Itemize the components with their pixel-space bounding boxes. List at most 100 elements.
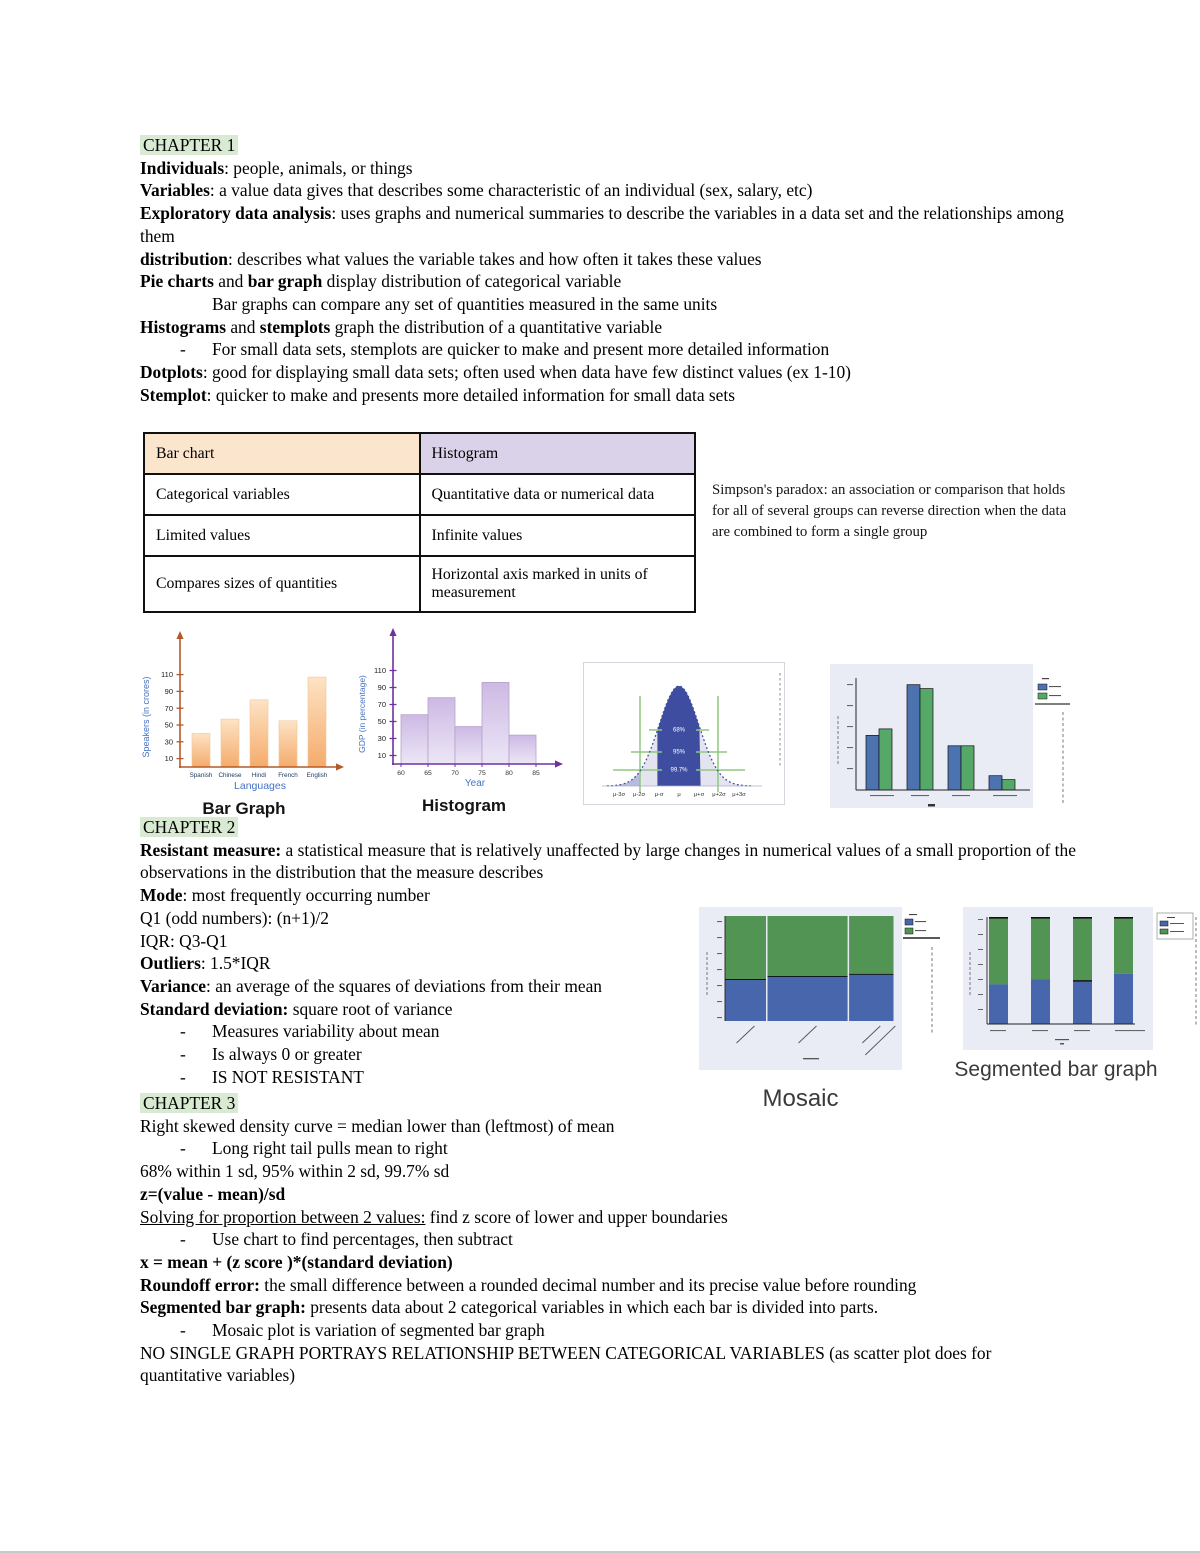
chart-canvas <box>699 907 940 1070</box>
note-text: find z score of lower and upper boundari… <box>425 1206 728 1227</box>
svg-text:90: 90 <box>165 687 173 696</box>
note-text: : describes what values the variable tak… <box>227 248 762 269</box>
note-text: Mosaic plot is variation of segmented ba… <box>212 1320 545 1341</box>
note-line: IS NOT RESISTANT <box>140 1066 1076 1089</box>
svg-text:30: 30 <box>165 737 173 746</box>
simpsons-paradox-note: Simpson's paradox: an association or com… <box>712 482 1067 540</box>
svg-text:μ-2σ: μ-2σ <box>633 792 645 798</box>
table-row: Compares sizes of quantities Horizontal … <box>143 555 696 613</box>
svg-text:60: 60 <box>397 770 405 777</box>
chapter-1-heading: CHAPTER 1 <box>140 135 239 155</box>
svg-text:99.7%: 99.7% <box>670 768 688 774</box>
note-text: IS NOT RESISTANT <box>212 1066 364 1087</box>
svg-text:Spanish: Spanish <box>190 772 213 779</box>
svg-text:Hindi: Hindi <box>252 772 266 779</box>
note-line: Q1 (odd numbers): (n+1)/2 <box>140 907 1076 930</box>
note-line: Exploratory data analysis: uses graphs a… <box>140 202 1076 247</box>
note-text: Mode <box>140 885 183 906</box>
table-cell: Compares sizes of quantities <box>143 555 421 613</box>
note-text: Segmented bar graph: <box>140 1297 306 1318</box>
bar-graph-plot: 10 30 50 70 90 110 Spanish Chinese Hindi French En… <box>138 627 350 798</box>
note-text: Measures variability about mean <box>212 1021 440 1042</box>
note-text: and <box>225 316 260 337</box>
note-line: Mosaic plot is variation of segmented ba… <box>140 1319 1076 1342</box>
histogram-caption: Histogram <box>421 796 507 815</box>
note-line: Mode: most frequently occurring number <box>140 884 1076 907</box>
svg-text:50: 50 <box>378 717 386 726</box>
svg-text:Languages: Languages <box>234 780 286 792</box>
bar-vs-histogram-table: Bar chart Histogram Categorical variable… <box>143 432 696 613</box>
chapter-3-lines: Right skewed density curve = median lowe… <box>140 1115 1076 1387</box>
segmented-bar-caption: Segmented bar graph <box>954 1058 1158 1081</box>
note-line: Histograms and stemplots graph the distr… <box>140 316 1076 339</box>
note-text: presents data about 2 categorical variab… <box>305 1297 879 1318</box>
bar-graph-figure: 10 30 50 70 90 110 Spanish Chinese Hindi French En… <box>138 627 350 819</box>
note-text: Solving for proportion between 2 values: <box>140 1206 426 1227</box>
table-header-row: Bar chart Histogram <box>143 432 696 475</box>
svg-text:70: 70 <box>165 704 173 713</box>
note-text: the small difference between a rounded d… <box>259 1274 917 1295</box>
svg-text:Year: Year <box>465 778 486 789</box>
chart-canvas <box>830 664 1070 808</box>
note-line: Use chart to find percentages, then subt… <box>140 1228 1076 1251</box>
note-text: : good for displaying small data sets; o… <box>202 362 851 383</box>
svg-text:Chinese: Chinese <box>218 772 242 779</box>
chapter-3-section: CHAPTER 3 Right skewed density curve = m… <box>140 1092 1076 1387</box>
note-text: stemplots <box>259 316 331 337</box>
grouped-bar-figure <box>830 664 1070 817</box>
svg-text:90: 90 <box>378 683 386 692</box>
note-text: Roundoff error: <box>140 1274 260 1295</box>
segmented-bar-figure <box>963 907 1198 1055</box>
svg-text:μ-σ: μ-σ <box>655 792 664 798</box>
svg-text:μ+σ: μ+σ <box>694 792 705 798</box>
chart-canvas: 68% 95% 99.7% μ-3σ μ-2σ μ-σ μ μ+σ μ+2σ μ+3σ <box>602 673 781 798</box>
normal-curve-plot: 68% 95% 99.7% μ-3σ μ-2σ μ-σ μ μ+σ μ+2σ μ+3σ <box>584 663 784 808</box>
note-line: Outliers: 1.5*IQR <box>140 952 1076 975</box>
svg-text:65: 65 <box>424 770 432 777</box>
chapter-2-lines: Resistant measure: a statistical measure… <box>140 839 1076 1089</box>
note-text: : 1.5*IQR <box>200 953 271 974</box>
note-line: Solving for proportion between 2 values:… <box>140 1206 1076 1229</box>
note-text: : an average of the squares of deviation… <box>206 975 602 996</box>
chapter-1-heading-line: CHAPTER 1 <box>140 134 1076 157</box>
note-text: : most frequently occurring number <box>182 885 430 906</box>
note-text: Bar graphs can compare any set of quanti… <box>212 293 718 314</box>
svg-text:μ-3σ: μ-3σ <box>613 792 625 798</box>
svg-text:GDP (in percentage): GDP (in percentage) <box>357 675 367 753</box>
note-text: Long right tail pulls mean to right <box>212 1138 448 1159</box>
note-text: Exploratory data analysis <box>140 203 332 224</box>
mosaic-plot <box>699 907 944 1075</box>
note-text: Use chart to find percentages, then subt… <box>212 1229 513 1250</box>
svg-text:Speakers (in crores): Speakers (in crores) <box>141 676 151 757</box>
note-line: Variance: an average of the squares of d… <box>140 975 1076 998</box>
svg-text:68%: 68% <box>673 728 686 734</box>
note-line: Segmented bar graph: presents data about… <box>140 1296 1076 1319</box>
histogram-figure: 10 30 50 70 90 110 60 65 70 75 80 85 GDP (in percent… <box>355 624 573 816</box>
note-line: x = mean + (z score )*(standard deviatio… <box>140 1251 1076 1274</box>
chapter-2-heading-line: CHAPTER 2 <box>140 816 1076 839</box>
note-line: Dotplots: good for displaying small data… <box>140 361 1076 384</box>
svg-text:70: 70 <box>451 770 459 777</box>
note-text: Q1 (odd numbers): (n+1)/2 <box>140 907 329 928</box>
chapter-2-heading: CHAPTER 2 <box>140 817 239 837</box>
note-text: Right skewed density curve = median lowe… <box>140 1115 615 1136</box>
note-line: NO SINGLE GRAPH PORTRAYS RELATIONSHIP BE… <box>140 1342 1076 1387</box>
note-line: Right skewed density curve = median lowe… <box>140 1115 1076 1138</box>
svg-text:French: French <box>278 772 298 779</box>
note-text: and <box>213 271 248 292</box>
note-text: Outliers <box>140 953 201 974</box>
segmented-bar-plot <box>963 907 1198 1055</box>
note-line: Standard deviation: square root of varia… <box>140 998 1076 1021</box>
note-line: Stemplot: quicker to make and presents m… <box>140 384 1076 407</box>
table-header-histogram: Histogram <box>418 432 696 475</box>
note-line: distribution: describes what values the … <box>140 248 1076 271</box>
note-text: Variables <box>140 180 210 201</box>
chapter-1-section: CHAPTER 1 Individuals: people, animals, … <box>140 134 1076 406</box>
svg-text:80: 80 <box>505 770 513 777</box>
note-text: Is always 0 or greater <box>212 1044 362 1065</box>
svg-text:30: 30 <box>378 734 386 743</box>
note-text: Resistant measure: <box>140 839 282 860</box>
svg-text:10: 10 <box>378 751 386 760</box>
note-text: Variance <box>140 975 207 996</box>
